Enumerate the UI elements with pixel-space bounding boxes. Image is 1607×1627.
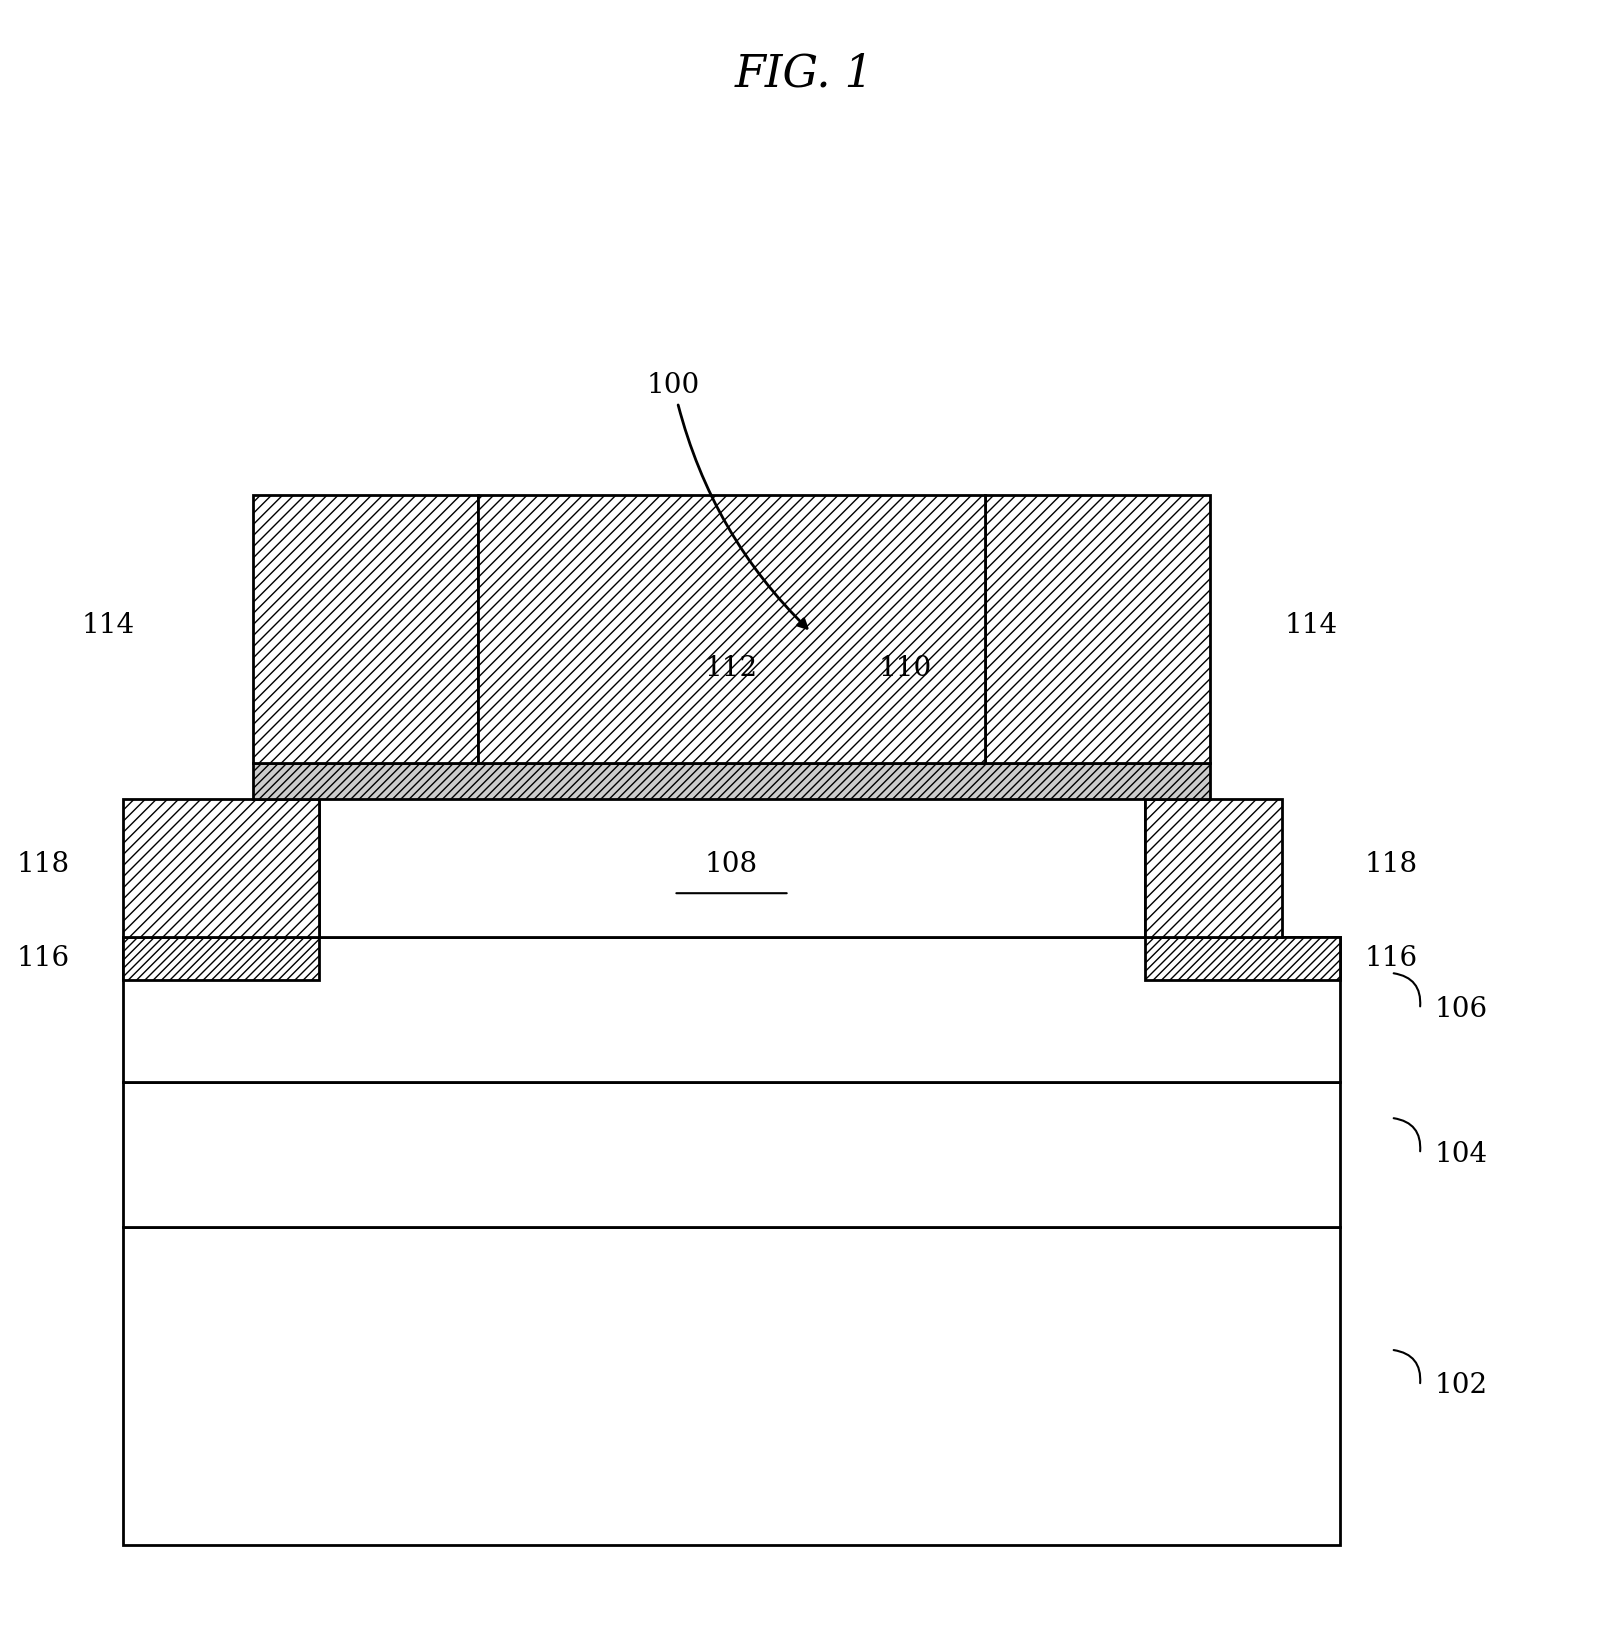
Bar bbox=[122, 937, 318, 979]
Text: 114: 114 bbox=[82, 612, 135, 639]
Text: 118: 118 bbox=[1363, 851, 1417, 877]
Bar bbox=[318, 784, 1144, 937]
Text: 100: 100 bbox=[646, 373, 807, 628]
Bar bbox=[122, 1227, 1339, 1546]
Text: 104: 104 bbox=[1433, 1141, 1486, 1168]
Text: 112: 112 bbox=[704, 656, 757, 682]
Text: 116: 116 bbox=[16, 945, 69, 971]
Bar bbox=[254, 763, 1208, 799]
Bar bbox=[477, 495, 985, 763]
Text: 102: 102 bbox=[1433, 1373, 1486, 1399]
Bar bbox=[122, 1082, 1339, 1227]
Bar bbox=[122, 937, 1339, 1082]
Bar bbox=[1144, 937, 1339, 979]
Bar bbox=[254, 495, 477, 763]
Text: 114: 114 bbox=[1284, 612, 1337, 639]
Text: 116: 116 bbox=[1363, 945, 1417, 971]
Bar bbox=[1144, 799, 1281, 937]
Text: 108: 108 bbox=[704, 851, 757, 877]
Text: FIG. 1: FIG. 1 bbox=[734, 52, 873, 96]
Bar bbox=[122, 799, 318, 937]
Text: 106: 106 bbox=[1433, 996, 1486, 1023]
Text: 118: 118 bbox=[16, 851, 69, 877]
Bar bbox=[985, 495, 1208, 763]
Text: 110: 110 bbox=[879, 656, 932, 682]
